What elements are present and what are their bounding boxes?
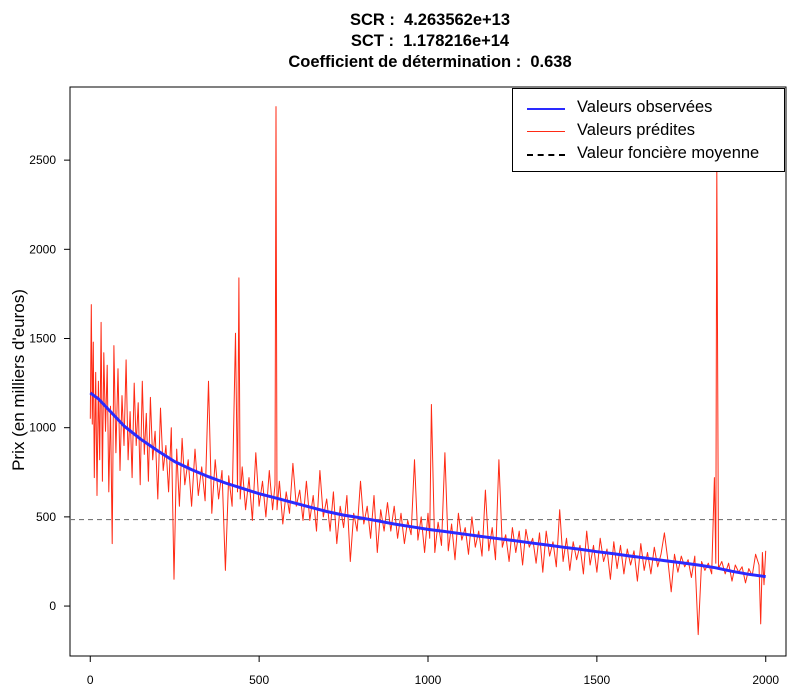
chart-title-block: SCR : 4.263562e+13 SCT : 1.178216e+14 Co… (0, 10, 800, 73)
x-tick-label: 1500 (584, 673, 611, 687)
chart-title-sct: SCT : 1.178216e+14 (350, 32, 510, 50)
chart-title-r2: Coefficient de détermination : 0.638 (288, 53, 572, 71)
legend-swatch-predicted (527, 131, 565, 132)
y-tick-label: 500 (36, 510, 56, 524)
y-tick-label: 2500 (29, 153, 56, 167)
legend-label-mean: Valeur foncière moyenne (577, 144, 760, 162)
y-tick-label: 1500 (29, 332, 56, 346)
legend-item-predicted: Valeurs prédites (513, 121, 784, 143)
x-tick-label: 2000 (752, 673, 779, 687)
y-tick-label: 1000 (29, 421, 56, 435)
legend: Valeurs observées Valeurs prédites Valeu… (512, 88, 785, 172)
y-tick-label: 0 (49, 599, 56, 613)
y-tick-label: 2000 (29, 242, 56, 256)
legend-item-observed: Valeurs observées (513, 98, 784, 120)
series-line-observed (89, 391, 766, 579)
legend-swatch-observed (527, 108, 565, 110)
series-line-predicted (89, 106, 767, 636)
legend-item-mean: Valeur foncière moyenne (513, 144, 784, 166)
x-tick-label: 1000 (415, 673, 442, 687)
legend-swatch-mean (527, 154, 565, 156)
legend-label-predicted: Valeurs prédites (577, 121, 696, 139)
chart-title-scr: SCR : 4.263562e+13 (349, 11, 511, 29)
legend-label-observed: Valeurs observées (577, 98, 713, 116)
x-tick-label: 500 (249, 673, 269, 687)
x-tick-label: 0 (87, 673, 94, 687)
